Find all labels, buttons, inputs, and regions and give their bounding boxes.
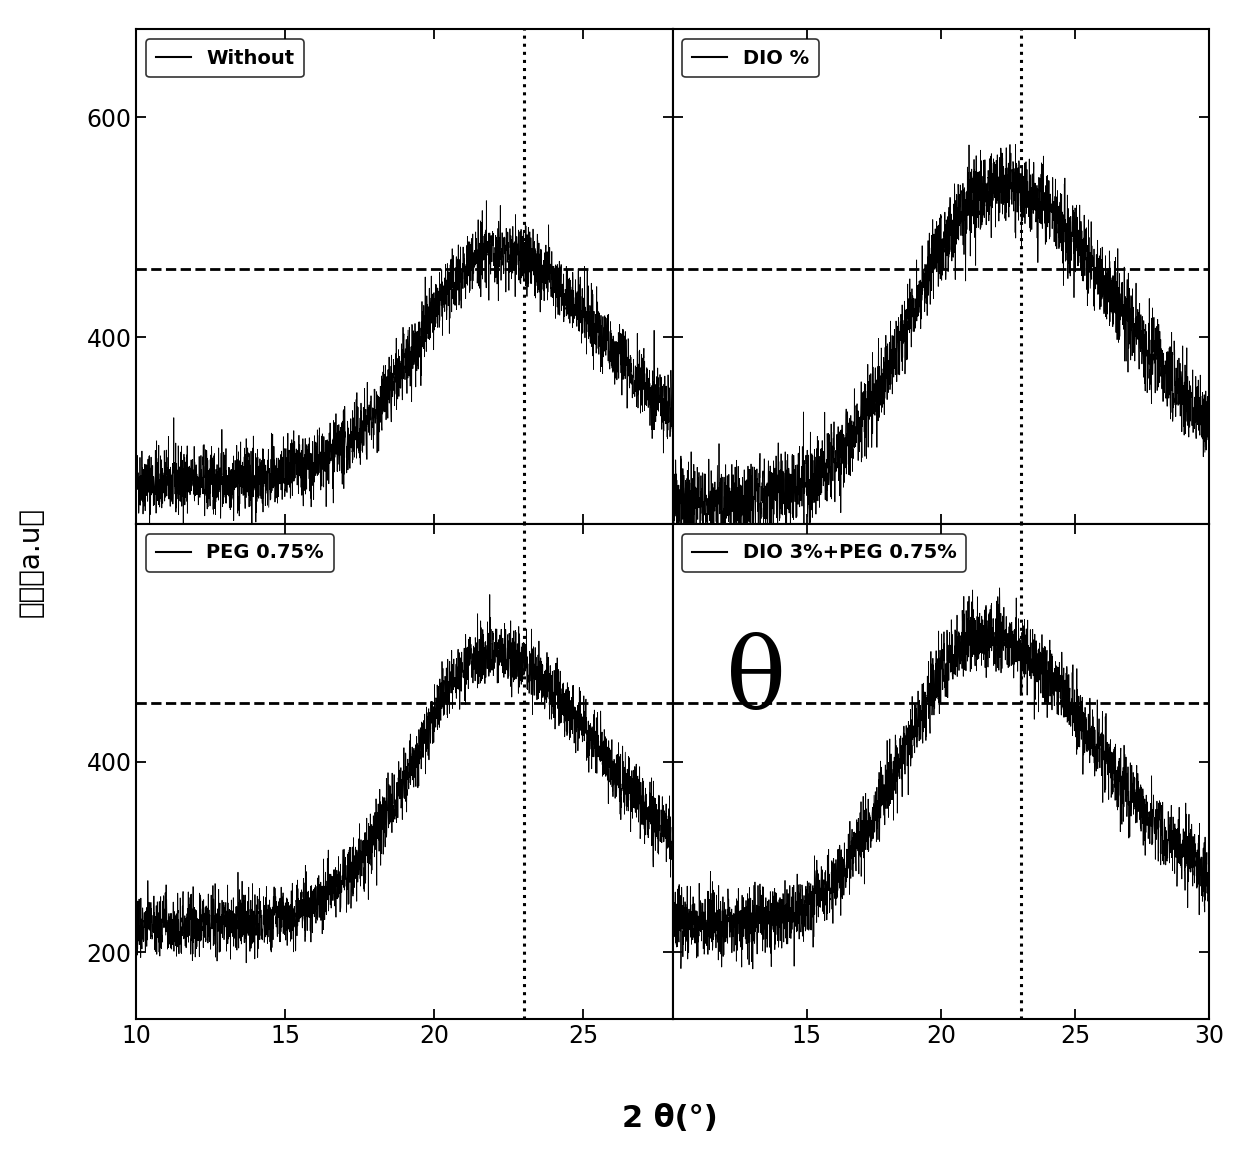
Text: θ: θ — [727, 635, 786, 731]
Text: 2 θ(°): 2 θ(°) — [621, 1104, 718, 1132]
Legend: Without: Without — [146, 39, 304, 77]
Text: 强度（a.u）: 强度（a.u） — [17, 507, 45, 617]
Legend: DIO 3%+PEG 0.75%: DIO 3%+PEG 0.75% — [682, 534, 966, 573]
Legend: DIO %: DIO % — [682, 39, 818, 77]
Legend: PEG 0.75%: PEG 0.75% — [146, 534, 334, 573]
